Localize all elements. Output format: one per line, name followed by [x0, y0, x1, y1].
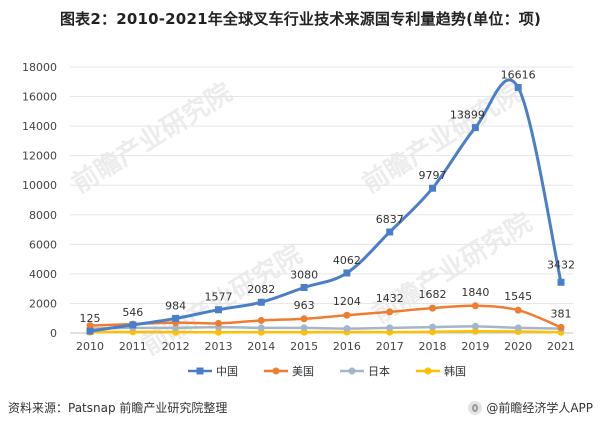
y-tick-label: 6000: [29, 238, 57, 251]
data-label-usa: 1840: [461, 286, 489, 299]
data-label-china: 16616: [501, 68, 536, 81]
series-0-marker: [257, 298, 265, 306]
series-1-marker: [343, 311, 351, 319]
legend-label: 日本: [368, 364, 390, 378]
y-tick-label: 2000: [29, 297, 57, 310]
series-0-marker: [429, 184, 437, 192]
x-tick-label: 2019: [461, 340, 489, 353]
data-label-usa: 963: [294, 299, 315, 312]
series-2-marker: [257, 324, 265, 332]
series-1-marker: [300, 315, 308, 323]
series-3-marker: [214, 328, 222, 336]
series-2-marker: [343, 325, 351, 333]
y-tick-label: 12000: [22, 150, 57, 163]
series-1-marker: [514, 306, 522, 314]
x-tick-label: 2011: [119, 340, 147, 353]
legend-marker: [424, 367, 432, 375]
data-label-china: 6837: [376, 213, 404, 226]
series-2-marker: [429, 323, 437, 331]
series-2-marker: [471, 322, 479, 330]
series-0-marker: [129, 321, 137, 329]
legend-label: 美国: [292, 365, 314, 378]
y-tick-label: 4000: [29, 268, 57, 281]
x-tick-label: 2017: [376, 340, 404, 353]
x-tick-label: 2021: [547, 340, 575, 353]
series-1-marker: [257, 316, 265, 324]
y-tick-label: 0: [50, 327, 57, 340]
data-label-china: 546: [122, 306, 143, 319]
series-1-marker: [214, 319, 222, 327]
series-0-marker: [557, 278, 565, 286]
series-0-marker: [471, 124, 479, 132]
series-0-marker: [86, 327, 94, 335]
y-tick-label: 16000: [22, 91, 57, 104]
series-2-marker: [300, 324, 308, 332]
y-tick-label: 10000: [22, 179, 57, 192]
series-2-marker: [514, 324, 522, 332]
data-label-china: 3432: [547, 258, 575, 271]
data-label-usa: 1682: [419, 288, 447, 301]
series-1-marker: [471, 302, 479, 310]
series-0-marker: [386, 228, 394, 236]
data-label-china: 9797: [419, 169, 447, 182]
x-tick-label: 2015: [290, 340, 318, 353]
series-0-marker: [214, 306, 222, 314]
series-2-marker: [172, 324, 180, 332]
legend-label: 韩国: [444, 364, 466, 378]
data-label-china: 13899: [450, 109, 485, 122]
brand-text: @前瞻经济学人APP: [486, 401, 593, 415]
series-0-marker: [514, 83, 522, 91]
source-note: 资料来源：Patsnap 前瞻产业研究院整理: [8, 401, 228, 415]
series-2-marker: [386, 324, 394, 332]
legend-marker: [348, 367, 356, 375]
legend-label: 中国: [216, 365, 238, 378]
x-tick-label: 2012: [162, 340, 190, 353]
series-3-marker: [471, 327, 479, 335]
series-1-marker: [557, 323, 565, 331]
data-label-usa: 1204: [333, 295, 361, 308]
data-label-usa: 1545: [504, 290, 532, 303]
data-label-china: 3080: [290, 268, 318, 281]
series-2-line: [89, 325, 562, 330]
chart-title: 图表2：2010-2021年全球叉车行业技术来源国专利量趋势(单位：项): [59, 10, 542, 28]
series-1-marker: [429, 304, 437, 312]
data-label-china: 984: [165, 299, 186, 312]
x-tick-label: 2020: [504, 340, 532, 353]
series-0-marker: [172, 314, 180, 322]
x-tick-label: 2014: [247, 340, 275, 353]
x-tick-label: 2018: [419, 340, 447, 353]
brand-logo-icon: [468, 400, 483, 415]
legend-marker: [272, 367, 280, 375]
legend-marker: [196, 367, 204, 375]
data-label-china: 4062: [333, 254, 361, 267]
x-tick-label: 2013: [204, 340, 232, 353]
series-1-marker: [386, 308, 394, 316]
series-3-line: [89, 329, 562, 334]
series-1-line: [89, 304, 562, 329]
footer: 资料来源：Patsnap 前瞻产业研究院整理 @前瞻经济学人APP: [8, 399, 593, 417]
y-tick-label: 14000: [22, 120, 57, 133]
data-label-china: 1577: [204, 291, 232, 304]
series-0-line: [89, 78, 563, 333]
series-1-marker: [86, 322, 94, 330]
y-tick-label: 18000: [22, 61, 57, 74]
x-tick-label: 2010: [76, 340, 104, 353]
series-0-marker: [300, 283, 308, 291]
data-label-china: 2082: [247, 283, 275, 296]
brand: @前瞻经济学人APP: [468, 399, 593, 416]
data-label-china: 125: [80, 312, 101, 325]
data-label-usa: 381: [551, 307, 572, 320]
data-label-usa: 1432: [376, 292, 404, 305]
y-tick-label: 8000: [29, 209, 57, 222]
series-0-marker: [343, 269, 351, 277]
line-chart: 0 2000 4000 6000 8000 10000 12000 14000 16000 180…: [22, 61, 575, 378]
x-tick-label: 2016: [333, 340, 361, 353]
